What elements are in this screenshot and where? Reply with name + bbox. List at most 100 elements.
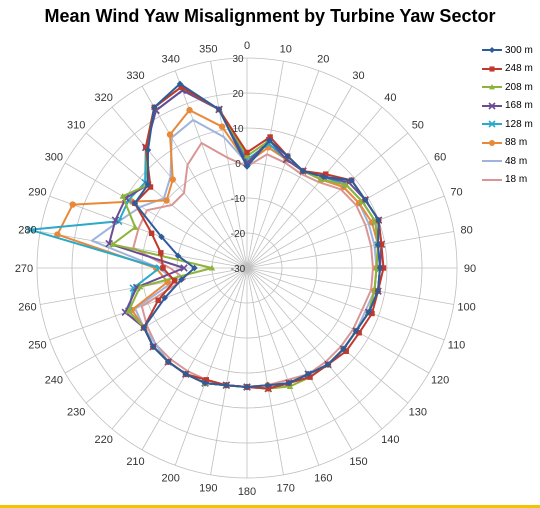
data-point	[488, 102, 496, 110]
legend-swatch	[482, 102, 502, 110]
data-point	[54, 231, 61, 238]
legend-swatch	[482, 66, 502, 72]
data-point	[343, 348, 349, 354]
grid-spoke	[85, 267, 248, 404]
angle-label: 140	[381, 434, 399, 446]
angle-label: 250	[28, 339, 46, 351]
data-point	[69, 201, 76, 208]
data-point	[180, 264, 188, 272]
data-point	[136, 283, 144, 290]
data-point	[307, 374, 313, 380]
data-point	[144, 181, 151, 188]
angle-label: 20	[317, 53, 329, 65]
angle-label: 200	[162, 473, 180, 485]
data-point	[147, 184, 154, 190]
data-point	[186, 106, 193, 114]
data-point	[178, 84, 184, 90]
angle-label: 340	[162, 53, 180, 65]
grid-spoke	[246, 195, 445, 269]
legend-item: 300 m	[482, 41, 533, 60]
data-point	[284, 152, 291, 160]
data-point	[343, 181, 350, 188]
data-point	[143, 144, 149, 151]
data-point	[158, 250, 164, 256]
grid-spoke	[246, 70, 320, 269]
angle-label: 120	[431, 375, 449, 387]
angle-label: 0	[244, 40, 250, 52]
data-point	[489, 66, 495, 72]
data-point	[318, 176, 325, 183]
grid-spoke	[246, 267, 409, 404]
polar-grid	[36, 57, 458, 479]
data-point	[148, 230, 155, 237]
grid-spoke	[174, 267, 248, 466]
legend-item: 168 m	[482, 97, 533, 116]
angle-label: 180	[238, 486, 256, 498]
radial-label: -10	[231, 194, 246, 205]
angle-label: 110	[448, 339, 466, 351]
grid-spoke	[174, 70, 248, 269]
radial-label: -30	[231, 264, 246, 275]
data-point	[26, 225, 34, 234]
data-point	[155, 297, 161, 304]
data-point	[203, 377, 210, 383]
data-point	[160, 265, 166, 271]
data-point	[178, 276, 185, 283]
data-point	[131, 200, 139, 207]
legend-label: 88 m	[505, 137, 528, 149]
data-point	[149, 343, 157, 350]
data-point	[323, 171, 329, 177]
data-point	[489, 139, 495, 146]
legend: 300 m 248 m 208 m 168 m 128 m 88 m 48 m 18 m	[482, 41, 533, 189]
data-point	[151, 104, 158, 111]
legend-swatch	[482, 47, 502, 54]
angle-label: 260	[18, 302, 36, 314]
angle-label: 150	[349, 456, 367, 468]
data-point	[201, 379, 209, 387]
legend-label: 128 m	[505, 118, 533, 130]
data-point	[362, 196, 369, 203]
legend-swatch	[482, 120, 502, 128]
grid-spoke	[141, 85, 248, 269]
data-point	[320, 173, 327, 181]
data-point	[286, 383, 294, 389]
data-point	[243, 383, 251, 391]
series-300-m	[131, 80, 384, 391]
angle-label: 170	[277, 483, 295, 495]
data-point	[378, 241, 385, 248]
grid-spoke	[64, 267, 248, 374]
data-point	[380, 265, 387, 271]
legend-label: 18 m	[505, 174, 528, 186]
data-point	[215, 106, 223, 113]
angle-label: 50	[412, 120, 424, 132]
legend-label: 300 m	[505, 44, 533, 56]
data-point	[169, 176, 176, 183]
grid-spoke	[246, 267, 430, 374]
radial-label: 30	[232, 54, 244, 65]
data-point	[369, 310, 375, 317]
grid-spoke	[246, 132, 409, 269]
data-point	[324, 361, 332, 368]
series-line	[28, 89, 381, 390]
angle-label: 270	[15, 263, 33, 275]
data-point	[267, 134, 273, 140]
data-point	[489, 84, 495, 90]
series-248-m	[132, 84, 387, 392]
data-point	[119, 193, 126, 199]
grid-spoke	[246, 267, 383, 430]
angle-label: 310	[67, 120, 85, 132]
grid-spoke	[246, 106, 383, 269]
radial-label: 20	[232, 89, 244, 100]
angle-label: 30	[352, 70, 364, 82]
legend-item: 18 m	[482, 171, 533, 190]
angle-label: 320	[94, 92, 112, 104]
data-point	[265, 385, 271, 392]
data-point	[358, 198, 366, 205]
grid-spoke	[210, 267, 248, 475]
data-point	[182, 370, 189, 378]
angle-label: 100	[457, 302, 475, 314]
angle-label: 80	[460, 224, 472, 236]
data-point	[340, 345, 347, 353]
data-point	[348, 177, 355, 184]
grid-spoke	[246, 162, 430, 269]
